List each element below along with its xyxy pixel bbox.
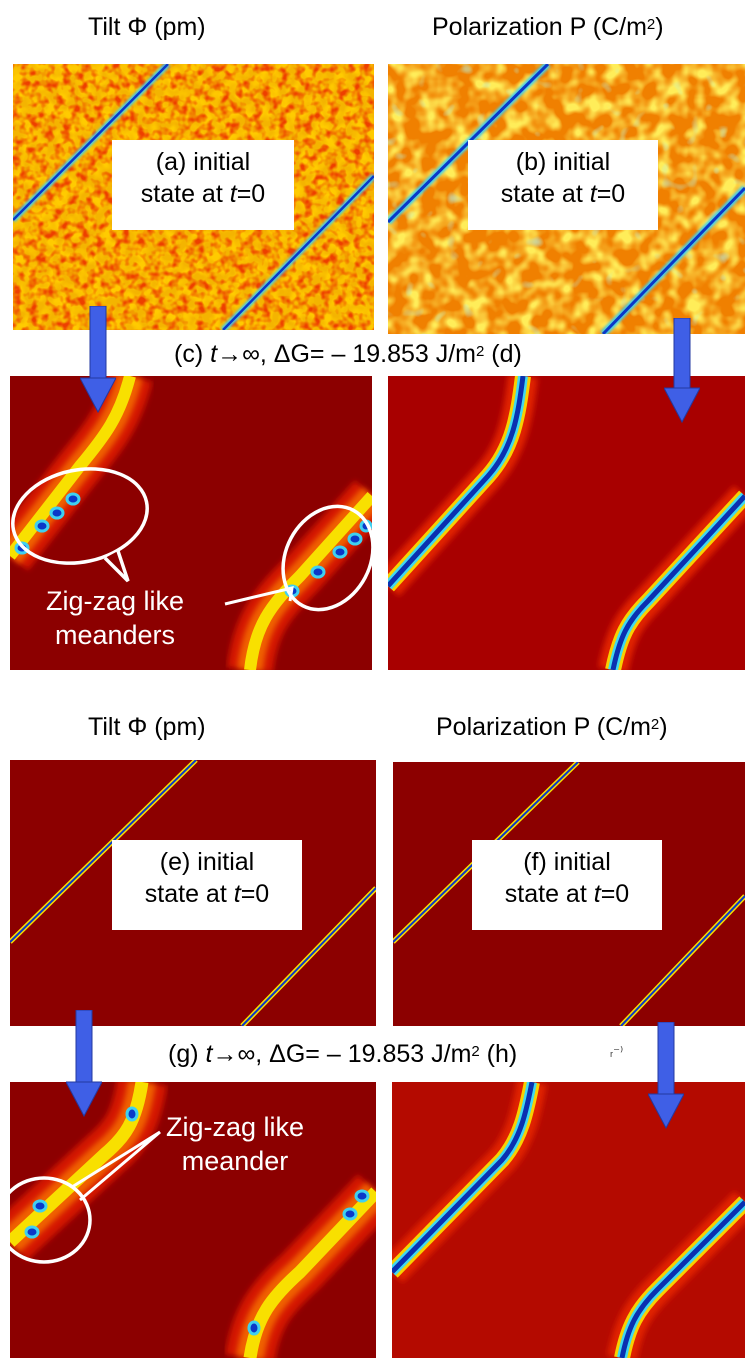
panel-b-eq: =0: [596, 180, 626, 208]
bottom-callout: Zig-zag like meander: [166, 1110, 304, 1178]
bottom-middle-rest: →∞, ΔG= – 19.853 J/m: [212, 1040, 472, 1068]
bottom-header-tilt: Tilt Φ (pm): [88, 713, 206, 741]
top-middle-sup: 2: [476, 343, 485, 360]
arrow-down-f-to-h: [648, 1022, 684, 1130]
panel-e-state: state at: [144, 880, 234, 908]
panel-g-final-tilt: [10, 1082, 376, 1358]
panel-e-t: t: [233, 880, 241, 908]
top-header-polarization-sup: 2: [646, 16, 656, 33]
panel-e-word: initial: [197, 848, 255, 876]
panel-a-word: initial: [193, 148, 251, 176]
top-middle-rest: →∞, ΔG= – 19.853 J/m: [217, 340, 476, 368]
panel-a-label: (a) initial state at t=0: [112, 140, 294, 230]
panel-b-state: state at: [500, 180, 590, 208]
top-header-polarization: Polarization P (C/m2): [432, 12, 664, 42]
bottom-header-polarization-text: Polarization P (C/m: [436, 713, 651, 741]
panel-f-word: initial: [553, 848, 611, 876]
panel-f-letter: (f): [523, 848, 547, 876]
bottom-middle-right: (h): [479, 1040, 518, 1068]
panel-a-letter: (a): [155, 148, 187, 176]
bottom-middle-sup: 2: [471, 1043, 480, 1060]
bottom-header-polarization-sup: 2: [650, 716, 660, 733]
stray-mark: ᵣ⁻⁾: [610, 1044, 624, 1059]
top-callout-line2: meanders: [54, 620, 176, 650]
panel-b-label: (b) initial state at t=0: [468, 140, 658, 230]
panel-f-state: state at: [504, 880, 594, 908]
top-header-polarization-text: Polarization P (C/m: [432, 13, 647, 41]
panel-e-letter: (e): [159, 848, 191, 876]
top-callout-line1: Zig-zag like: [46, 586, 185, 616]
panel-e-eq: =0: [240, 880, 270, 908]
top-middle-t: t: [210, 340, 218, 368]
top-callout: Zig-zag like meanders: [46, 584, 184, 652]
arrow-down-b-to-d: [664, 318, 700, 424]
bottom-middle-left: (g): [168, 1040, 206, 1068]
panel-b-t: t: [589, 180, 597, 208]
bottom-header-polarization: Polarization P (C/m2): [436, 712, 668, 742]
top-header-polarization-end: ): [655, 13, 664, 41]
panel-c-final-tilt: [10, 376, 372, 670]
top-header-tilt: Tilt Φ (pm): [88, 13, 206, 41]
panel-a-eq: =0: [236, 180, 266, 208]
bottom-middle-caption: (g) t→∞, ΔG= – 19.853 J/m2 (h): [162, 1038, 524, 1070]
panel-e-label: (e) initial state at t=0: [112, 840, 302, 930]
arrow-down-e-to-g: [66, 1010, 102, 1118]
panel-h-final-polarization: [392, 1082, 745, 1358]
bottom-header-polarization-end: ): [659, 713, 668, 741]
panel-f-label: (f) initial state at t=0: [472, 840, 662, 930]
panel-d-final-polarization: [388, 376, 745, 670]
bottom-callout-line1: Zig-zag like: [166, 1112, 305, 1142]
panel-a-state: state at: [140, 180, 230, 208]
panel-b-letter: (b): [515, 148, 547, 176]
top-middle-left: (c): [174, 340, 211, 368]
top-middle-caption: (c) t→∞, ΔG= – 19.853 J/m2 (d): [168, 338, 528, 370]
top-middle-right: (d): [484, 340, 522, 368]
arrow-down-a-to-c: [80, 306, 116, 414]
panel-a-t: t: [229, 180, 237, 208]
panel-f-eq: =0: [600, 880, 630, 908]
panel-b-word: initial: [553, 148, 611, 176]
bottom-callout-line2: meander: [181, 1146, 289, 1176]
bottom-middle-t: t: [205, 1040, 213, 1068]
panel-f-t: t: [593, 880, 601, 908]
